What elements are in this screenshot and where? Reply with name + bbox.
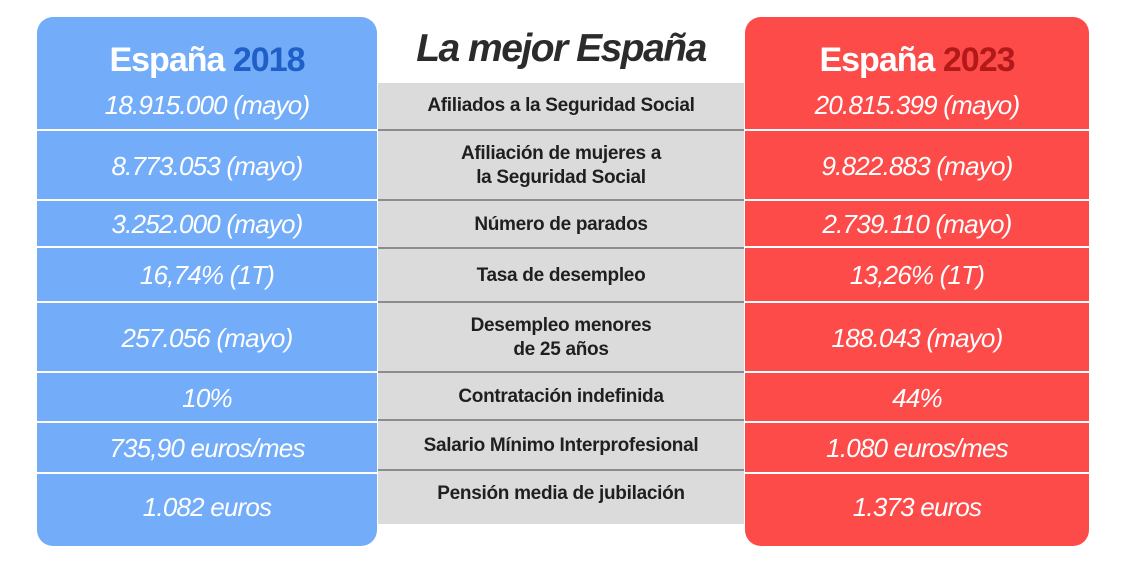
row-2023: 1.373 euros xyxy=(745,472,1089,540)
row-2023: 13,26% (1T) xyxy=(745,246,1089,303)
value-2023: 44% xyxy=(892,382,942,413)
row-2023: 44% xyxy=(745,371,1089,423)
main-title: La mejor España xyxy=(416,27,707,70)
row-label: Salario Mínimo Interprofesional xyxy=(424,434,699,458)
value-2023: 13,26% (1T) xyxy=(849,260,985,290)
header-2018-label: España xyxy=(109,41,225,79)
value-2023: 1.373 euros xyxy=(852,491,982,522)
column-2018: España 2018 18.915.000 (mayo) 8.773.053 … xyxy=(37,17,377,546)
row-label-line: Número de parados xyxy=(474,214,648,235)
label-row: Número de parados xyxy=(378,199,744,249)
label-row: Contratación indefinida xyxy=(378,371,744,421)
row-2018: 1.082 euros xyxy=(37,472,377,540)
row-label-line: Afiliados a la Seguridad Social xyxy=(427,95,695,116)
row-label-line: la Seguridad Social xyxy=(476,167,646,188)
value-2018: 735,90 euros/mes xyxy=(109,433,305,463)
row-2018: 18.915.000 (mayo) xyxy=(37,82,377,129)
row-2018: 16,74% (1T) xyxy=(37,246,377,303)
row-2023: 9.822.883 (mayo) xyxy=(745,129,1089,201)
value-2023: 9.822.883 (mayo) xyxy=(821,150,1014,181)
value-2018: 16,74% (1T) xyxy=(139,260,275,290)
row-2018: 10% xyxy=(37,371,377,423)
label-row: Afiliación de mujeres a la Seguridad Soc… xyxy=(378,129,744,201)
row-2023: 1.080 euros/mes xyxy=(745,421,1089,474)
header-2018-year: 2018 xyxy=(232,41,306,79)
value-2023: 1.080 euros/mes xyxy=(826,433,1008,463)
row-label: Tasa de desempleo xyxy=(477,264,646,288)
row-label-line: Salario Mínimo Interprofesional xyxy=(423,435,699,456)
row-2018: 257.056 (mayo) xyxy=(37,301,377,373)
value-2018: 3.252.000 (mayo) xyxy=(111,209,304,239)
value-2023: 20.815.399 (mayo) xyxy=(814,90,1020,120)
value-2023: 2.739.110 (mayo) xyxy=(822,209,1012,239)
row-2023: 188.043 (mayo) xyxy=(745,301,1089,373)
value-2018: 10% xyxy=(182,382,232,413)
row-label-line: Tasa de desempleo xyxy=(476,265,646,286)
row-label-line: Afiliación de mujeres a xyxy=(460,143,662,164)
row-2018: 8.773.053 (mayo) xyxy=(37,129,377,201)
label-row: Desempleo menores de 25 años xyxy=(378,301,744,373)
value-2018: 18.915.000 (mayo) xyxy=(104,90,310,120)
label-row: Salario Mínimo Interprofesional xyxy=(378,419,744,471)
row-label: Pensión media de jubilación xyxy=(437,482,685,506)
row-label-line: Desempleo menores xyxy=(470,315,652,336)
label-row: Pensión media de jubilación xyxy=(378,469,744,517)
row-2018: 735,90 euros/mes xyxy=(37,421,377,474)
row-label: Afiliación de mujeres a la Seguridad Soc… xyxy=(461,142,661,190)
row-2018: 3.252.000 (mayo) xyxy=(37,199,377,248)
label-row: Afiliados a la Seguridad Social xyxy=(378,83,744,129)
row-label: Desempleo menores de 25 años xyxy=(471,314,652,362)
row-label-line: Contratación indefinida xyxy=(458,386,664,407)
row-2023: 2.739.110 (mayo) xyxy=(745,199,1089,248)
value-2018: 257.056 (mayo) xyxy=(121,322,294,353)
header-2018: España 2018 xyxy=(37,35,377,85)
row-label: Contratación indefinida xyxy=(458,385,664,409)
value-2018: 1.082 euros xyxy=(142,491,272,522)
value-2023: 188.043 (mayo) xyxy=(831,322,1004,353)
row-2023: 20.815.399 (mayo) xyxy=(745,82,1089,129)
header-2023: España 2023 xyxy=(745,35,1089,85)
row-label: Afiliados a la Seguridad Social xyxy=(427,94,695,118)
header-2023-year: 2023 xyxy=(942,41,1016,79)
column-2023: España 2023 20.815.399 (mayo) 9.822.883 … xyxy=(745,17,1089,546)
value-2018: 8.773.053 (mayo) xyxy=(111,150,304,181)
header-2023-label: España xyxy=(819,41,935,79)
row-label: Número de parados xyxy=(474,213,648,237)
row-label-line: de 25 años xyxy=(513,339,609,360)
labels-column: Afiliados a la Seguridad Social Afiliaci… xyxy=(378,83,744,524)
row-label-line: Pensión media de jubilación xyxy=(437,483,685,504)
label-row: Tasa de desempleo xyxy=(378,247,744,303)
